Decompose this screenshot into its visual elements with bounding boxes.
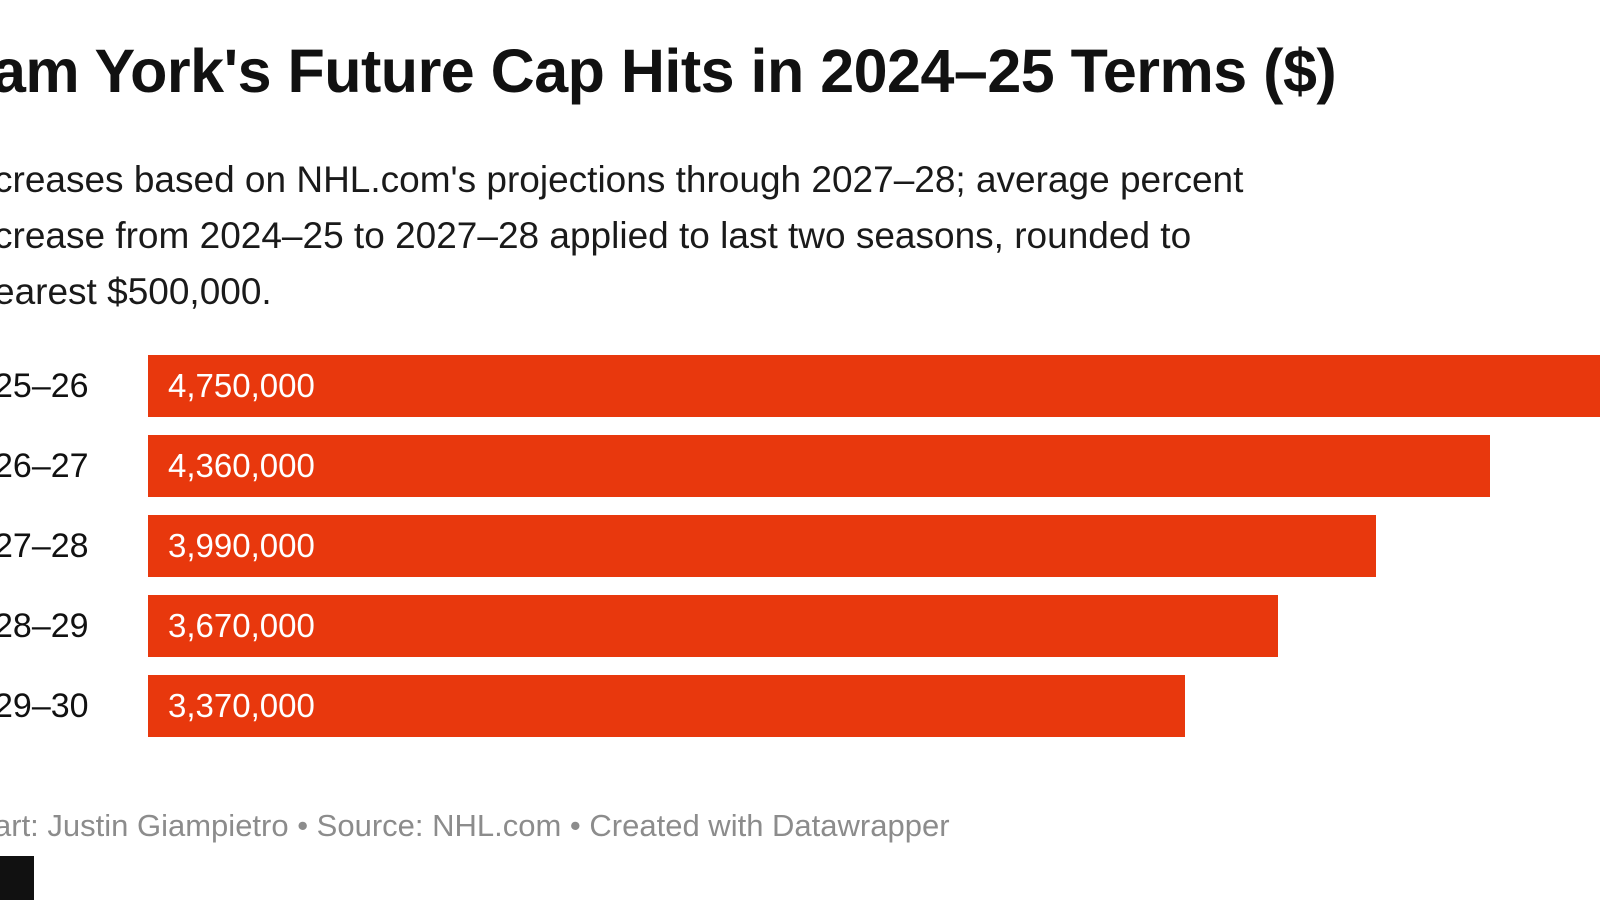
- logo-mark: [0, 856, 34, 900]
- category-label: 29–30: [0, 687, 89, 725]
- bar-row: 29–30 3,370,000: [0, 675, 1600, 737]
- bar-value-label: 3,670,000: [168, 607, 315, 644]
- category-label: 27–28: [0, 527, 89, 565]
- category-label: 28–29: [0, 607, 89, 645]
- bar-value-label: 4,750,000: [168, 367, 315, 404]
- bar-chart-rows: 25–26 4,750,000 26–27 4,360,000 27–28 3,990,0…: [0, 355, 1600, 755]
- bar: 3,670,000: [148, 595, 1278, 657]
- category-label: 25–26: [0, 367, 89, 405]
- bar-row: 25–26 4,750,000: [0, 355, 1600, 417]
- chart-subtitle-line-1: creases based on NHL.com's projections t…: [0, 159, 1244, 200]
- bar: 4,750,000: [148, 355, 1600, 417]
- chart-subtitle-line-2: crease from 2024–25 to 2027–28 applied t…: [0, 215, 1192, 256]
- bar-value-label: 4,360,000: [168, 447, 315, 484]
- bar: 3,990,000: [148, 515, 1376, 577]
- bar-row: 27–28 3,990,000: [0, 515, 1600, 577]
- bar-value-label: 3,370,000: [168, 687, 315, 724]
- bar: 4,360,000: [148, 435, 1490, 497]
- bar-value-label: 3,990,000: [168, 527, 315, 564]
- category-label: 26–27: [0, 447, 89, 485]
- footer-credit: art: Justin Giampietro • Source: NHL.com…: [0, 808, 950, 843]
- bar-row: 28–29 3,670,000: [0, 595, 1600, 657]
- chart-subtitle-line-3: earest $500,000.: [0, 271, 272, 312]
- chart-subtitle: creases based on NHL.com's projections t…: [0, 152, 1243, 320]
- bar-row: 26–27 4,360,000: [0, 435, 1600, 497]
- bar: 3,370,000: [148, 675, 1185, 737]
- chart-title: am York's Future Cap Hits in 2024–25 Ter…: [0, 37, 1337, 105]
